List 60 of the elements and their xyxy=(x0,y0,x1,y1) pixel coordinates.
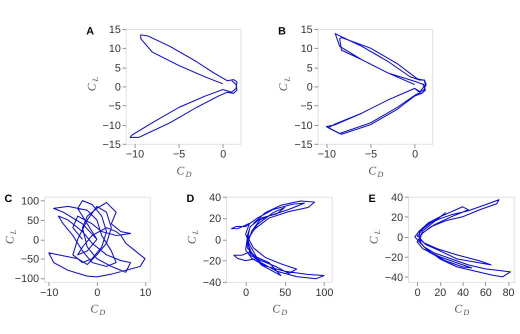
y-tick-label: 0 xyxy=(397,232,404,244)
y-axis-title: CL xyxy=(85,76,100,92)
line-series xyxy=(231,200,324,280)
y-tick-label: −10 xyxy=(102,120,121,132)
y-axis-title: CL xyxy=(4,229,18,244)
y-tick-label: 5 xyxy=(114,62,121,74)
x-tick-label: 10 xyxy=(139,286,152,299)
x-tick-label: −10 xyxy=(40,286,58,299)
y-axis-title: CL xyxy=(186,229,200,244)
y-tick-label: −15 xyxy=(294,138,313,151)
y-tick-label: −15 xyxy=(102,138,121,151)
x-tick-label: −10 xyxy=(126,148,144,161)
y-tick-label: −20 xyxy=(202,256,222,268)
x-tick-label: 0 xyxy=(94,286,100,299)
y-tick-label: 20 xyxy=(209,213,222,226)
y-tick-label: −10 xyxy=(294,120,313,132)
y-tick-label: 15 xyxy=(108,24,121,36)
chart-title: A xyxy=(86,25,94,38)
y-axis-title: CL xyxy=(368,229,382,244)
y-tick-label: −50 xyxy=(20,254,40,266)
x-tick-label: 20 xyxy=(434,286,446,299)
y-tick-label: 0 xyxy=(306,82,313,94)
y-tick-label: −100 xyxy=(14,273,40,286)
y-tick-label: 0 xyxy=(114,82,121,94)
line-series xyxy=(48,200,146,278)
y-axis-title: CL xyxy=(277,76,292,92)
y-tick-label: 0 xyxy=(33,234,40,246)
y-tick-label: 0 xyxy=(215,234,222,246)
x-tick-label: −5 xyxy=(173,148,186,161)
x-tick-label: 100 xyxy=(315,286,334,299)
y-tick-label: −40 xyxy=(384,272,404,284)
x-tick-label: 60 xyxy=(480,286,492,299)
x-tick-label: 0 xyxy=(243,286,250,299)
y-tick-label: 100 xyxy=(21,196,40,208)
y-tick-label: −40 xyxy=(202,276,222,289)
y-tick-label: 5 xyxy=(306,62,313,74)
y-tick-label: −20 xyxy=(384,252,404,264)
x-tick-label: 50 xyxy=(279,286,292,299)
x-tick-label: 40 xyxy=(457,286,470,299)
x-tick-label: 0 xyxy=(412,148,418,161)
line-series xyxy=(326,33,427,135)
x-tick-label: 80 xyxy=(502,286,515,299)
y-tick-label: 40 xyxy=(391,192,404,204)
y-tick-label: −5 xyxy=(300,100,313,113)
y-tick-label: 15 xyxy=(300,24,313,36)
y-tick-label: 50 xyxy=(27,215,40,228)
y-tick-label: 10 xyxy=(108,43,121,56)
y-tick-label: 10 xyxy=(300,43,313,56)
y-tick-label: 40 xyxy=(209,192,222,204)
chart-title: E xyxy=(368,193,376,206)
line-series xyxy=(414,199,511,278)
chart-title: C xyxy=(4,193,13,206)
x-tick-label: −5 xyxy=(364,148,378,161)
y-tick-label: 20 xyxy=(391,212,404,224)
x-tick-label: −10 xyxy=(318,148,336,161)
chart-title: D xyxy=(186,193,195,206)
chart-title: B xyxy=(278,25,286,38)
x-tick-label: 0 xyxy=(414,286,421,299)
y-tick-label: −5 xyxy=(108,100,121,113)
line-series xyxy=(130,34,238,138)
